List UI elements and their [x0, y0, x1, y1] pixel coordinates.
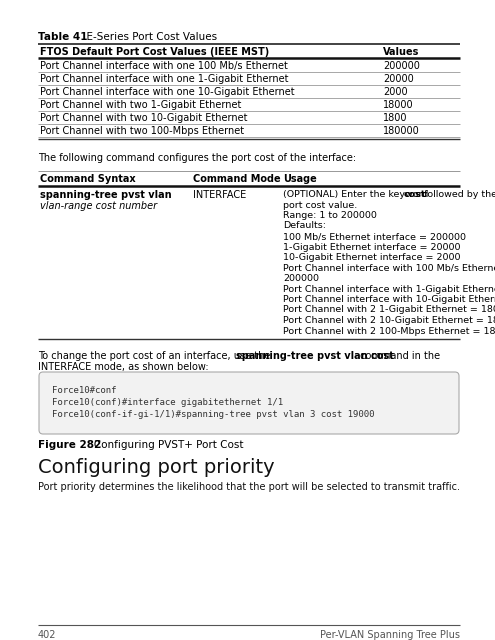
- Text: 180000: 180000: [383, 126, 420, 136]
- Text: E-Series Port Cost Values: E-Series Port Cost Values: [80, 32, 217, 42]
- Text: The following command configures the port cost of the interface:: The following command configures the por…: [38, 153, 356, 163]
- Text: command in the: command in the: [357, 351, 440, 361]
- Text: Port Channel with two 1-Gigabit Ethernet: Port Channel with two 1-Gigabit Ethernet: [40, 100, 242, 110]
- Text: Configuring PVST+ Port Cost: Configuring PVST+ Port Cost: [84, 440, 244, 450]
- FancyBboxPatch shape: [39, 372, 459, 434]
- Text: Per-VLAN Spanning Tree Plus: Per-VLAN Spanning Tree Plus: [320, 630, 460, 640]
- Text: Configuring port priority: Configuring port priority: [38, 458, 275, 477]
- Text: Force10#conf: Force10#conf: [52, 386, 116, 395]
- Text: followed by the: followed by the: [421, 190, 495, 199]
- Text: Force10(conf-if-gi-1/1)#spanning-tree pvst vlan 3 cost 19000: Force10(conf-if-gi-1/1)#spanning-tree pv…: [52, 410, 375, 419]
- Text: 2000: 2000: [383, 87, 407, 97]
- Text: spanning-tree pvst vlan cost: spanning-tree pvst vlan cost: [237, 351, 394, 361]
- Text: 402: 402: [38, 630, 56, 640]
- Text: Range: 1 to 200000: Range: 1 to 200000: [283, 211, 377, 220]
- Text: Port Channel with two 10-Gigabit Ethernet: Port Channel with two 10-Gigabit Etherne…: [40, 113, 248, 123]
- Text: Command Syntax: Command Syntax: [40, 174, 136, 184]
- Text: Port Channel with 2 10-Gigabit Ethernet = 1800: Port Channel with 2 10-Gigabit Ethernet …: [283, 316, 495, 325]
- Text: Port Channel interface with one 100 Mb/s Ethernet: Port Channel interface with one 100 Mb/s…: [40, 61, 288, 71]
- Text: Port Channel interface with 1-Gigabit Ethernet = 20000: Port Channel interface with 1-Gigabit Et…: [283, 285, 495, 294]
- Text: vlan-range cost number: vlan-range cost number: [40, 201, 157, 211]
- Text: Usage: Usage: [283, 174, 317, 184]
- Text: 200000: 200000: [283, 274, 319, 283]
- Text: INTERFACE mode, as shown below:: INTERFACE mode, as shown below:: [38, 362, 208, 372]
- Text: Figure 282: Figure 282: [38, 440, 101, 450]
- Text: 1800: 1800: [383, 113, 407, 123]
- Text: 10-Gigabit Ethernet interface = 2000: 10-Gigabit Ethernet interface = 2000: [283, 253, 460, 262]
- Text: INTERFACE: INTERFACE: [193, 190, 246, 200]
- Text: Table 41: Table 41: [38, 32, 88, 42]
- Text: 1-Gigabit Ethernet interface = 20000: 1-Gigabit Ethernet interface = 20000: [283, 243, 460, 252]
- Text: Values: Values: [383, 47, 419, 57]
- Text: cost: cost: [403, 190, 426, 199]
- Text: 18000: 18000: [383, 100, 414, 110]
- Text: port cost value.: port cost value.: [283, 200, 357, 209]
- Text: 20000: 20000: [383, 74, 414, 84]
- Text: Port Channel interface with 10-Gigabit Ethernet = 2000: Port Channel interface with 10-Gigabit E…: [283, 295, 495, 304]
- Text: Port Channel interface with one 1-Gigabit Ethernet: Port Channel interface with one 1-Gigabi…: [40, 74, 289, 84]
- Text: Port Channel with 2 1-Gigabit Ethernet = 18000: Port Channel with 2 1-Gigabit Ethernet =…: [283, 305, 495, 314]
- Text: (OPTIONAL) Enter the keyword: (OPTIONAL) Enter the keyword: [283, 190, 431, 199]
- Text: Port priority determines the likelihood that the port will be selected to transm: Port priority determines the likelihood …: [38, 482, 460, 492]
- Text: To change the port cost of an interface, use the: To change the port cost of an interface,…: [38, 351, 274, 361]
- Text: 200000: 200000: [383, 61, 420, 71]
- Text: 100 Mb/s Ethernet interface = 200000: 100 Mb/s Ethernet interface = 200000: [283, 232, 466, 241]
- Text: Port Channel with two 100-Mbps Ethernet: Port Channel with two 100-Mbps Ethernet: [40, 126, 244, 136]
- Text: Force10(conf)#interface gigabitethernet 1/1: Force10(conf)#interface gigabitethernet …: [52, 398, 283, 407]
- Text: spanning-tree pvst vlan: spanning-tree pvst vlan: [40, 190, 172, 200]
- Text: Port Channel interface with 100 Mb/s Ethernet =: Port Channel interface with 100 Mb/s Eth…: [283, 264, 495, 273]
- Text: Defaults:: Defaults:: [283, 221, 326, 230]
- Text: FTOS Default Port Cost Values (IEEE MST): FTOS Default Port Cost Values (IEEE MST): [40, 47, 269, 57]
- Text: Port Channel with 2 100-Mbps Ethernet = 180000: Port Channel with 2 100-Mbps Ethernet = …: [283, 326, 495, 335]
- Text: Port Channel interface with one 10-Gigabit Ethernet: Port Channel interface with one 10-Gigab…: [40, 87, 295, 97]
- Text: Command Mode: Command Mode: [193, 174, 281, 184]
